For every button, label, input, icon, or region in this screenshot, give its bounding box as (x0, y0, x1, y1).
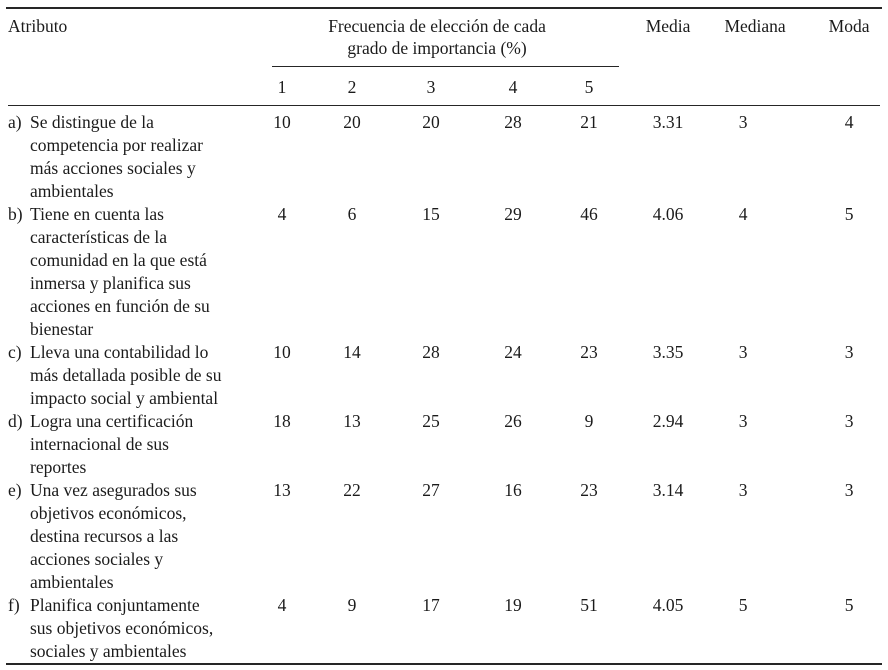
freq-4-value: 16 (504, 480, 522, 500)
attribute-prefix: a) (8, 112, 22, 132)
media-value: 3.35 (652, 342, 684, 362)
freq-2-value: 13 (343, 411, 361, 431)
table-sheet: Atributo Frecuencia de elección de cada … (6, 7, 882, 665)
freq-4-value: 24 (504, 342, 522, 362)
attribute-prefix: e) (8, 480, 22, 500)
mediana-value: 4 (738, 204, 748, 224)
column-header-media: Media (624, 9, 713, 106)
column-header-atributo: Atributo (8, 9, 250, 106)
freq-1-value: 18 (273, 411, 291, 431)
freq-4-value: 28 (504, 112, 522, 132)
freq-4-value: 19 (504, 595, 522, 615)
mediana-value: 3 (738, 342, 748, 362)
attribute-label: e) Una vez asegurados sus objetivos econ… (8, 479, 250, 594)
moda-value: 5 (844, 204, 854, 224)
attribute-label: d) Logra una certificación internacional… (8, 410, 250, 479)
attribute-prefix: b) (8, 204, 23, 224)
moda-value: 3 (844, 480, 854, 500)
table-row-b: b) Tiene en cuenta las características d… (8, 203, 880, 341)
freq-5-value: 21 (580, 112, 598, 132)
mediana-value: 3 (738, 480, 748, 500)
column-header-moda: Moda (798, 9, 881, 106)
media-value: 2.94 (652, 411, 684, 431)
attribute-prefix: c) (8, 342, 22, 362)
freq-1-value: 13 (273, 480, 291, 500)
table-row-f: f) Planifica conjuntamente sus objetivos… (8, 594, 880, 663)
attribute-label: a) Se distingue de la competencia por re… (8, 111, 250, 203)
freq-3-value: 17 (422, 595, 440, 615)
moda-value: 5 (844, 595, 854, 615)
importance-frequency-table: Atributo Frecuencia de elección de cada … (8, 9, 881, 664)
freq-5-value: 23 (580, 342, 598, 362)
attribute-text: Una vez asegurados sus objetivos económi… (30, 480, 197, 592)
moda-value: 4 (844, 112, 854, 132)
freq-3-value: 27 (422, 480, 440, 500)
moda-value: 3 (844, 342, 854, 362)
column-header-mediana: Mediana (712, 9, 799, 106)
freq-3-value: 28 (422, 342, 440, 362)
freq-1-value: 4 (277, 204, 287, 224)
table-body: a) Se distingue de la competencia por re… (8, 106, 880, 664)
grade-column-header-5: 5 (554, 67, 625, 106)
freq-4-value: 29 (504, 204, 522, 224)
media-value: 4.06 (652, 204, 684, 224)
attribute-label: b) Tiene en cuenta las características d… (8, 203, 250, 341)
freq-5-value: 23 (580, 480, 598, 500)
attribute-text: Planifica conjuntamente sus objetivos ec… (30, 595, 214, 661)
group-header-text: Frecuencia de elección de cada grado de … (328, 16, 546, 58)
attribute-text: Se distingue de la competencia por reali… (30, 112, 203, 201)
table-header-row-1: Atributo Frecuencia de elección de cada … (8, 9, 881, 106)
freq-2-value: 22 (343, 480, 361, 500)
table-header-row-grades: 1 2 3 4 5 (8, 67, 880, 106)
media-value: 3.14 (652, 480, 684, 500)
moda-value: 3 (844, 411, 854, 431)
group-header-underline (272, 66, 620, 67)
mediana-value: 3 (738, 411, 748, 431)
freq-4-value: 26 (504, 411, 522, 431)
freq-2-value: 6 (347, 204, 357, 224)
freq-1-value: 10 (273, 112, 291, 132)
freq-5-value: 46 (580, 204, 598, 224)
grade-column-header-4: 4 (472, 67, 554, 106)
freq-3-value: 25 (422, 411, 440, 431)
attribute-prefix: f) (8, 595, 20, 615)
freq-1-value: 4 (277, 595, 287, 615)
media-value: 4.05 (652, 595, 684, 615)
attribute-label: c) Lleva una contabilidad lo más detalla… (8, 341, 250, 410)
table-row-c: c) Lleva una contabilidad lo más detalla… (8, 341, 880, 410)
grade-column-header-2: 2 (314, 67, 390, 106)
table-row-d: d) Logra una certificación internacional… (8, 410, 880, 479)
grade-column-header-3: 3 (390, 67, 472, 106)
mediana-value: 3 (738, 112, 748, 132)
table-header: Atributo Frecuencia de elección de cada … (8, 9, 881, 106)
attribute-prefix: d) (8, 411, 23, 431)
attribute-text: Logra una certificación internacional de… (30, 411, 194, 477)
table-row-a: a) Se distingue de la competencia por re… (8, 106, 880, 204)
freq-3-value: 15 (422, 204, 440, 224)
attribute-label: f) Planifica conjuntamente sus objetivos… (8, 594, 250, 663)
freq-5-value: 9 (584, 411, 594, 431)
column-group-header-frecuencia: Frecuencia de elección de cada grado de … (250, 9, 624, 67)
freq-2-value: 20 (343, 112, 361, 132)
attribute-text: Lleva una contabilidad lo más detallada … (30, 342, 222, 408)
freq-3-value: 20 (422, 112, 440, 132)
freq-5-value: 51 (580, 595, 598, 615)
freq-2-value: 9 (347, 595, 357, 615)
table-row-e: e) Una vez asegurados sus objetivos econ… (8, 479, 880, 594)
grade-column-header-1: 1 (250, 67, 314, 106)
mediana-value: 5 (738, 595, 748, 615)
freq-1-value: 10 (273, 342, 291, 362)
freq-2-value: 14 (343, 342, 361, 362)
media-value: 3.31 (652, 112, 684, 132)
attribute-text: Tiene en cuenta las características de l… (30, 204, 210, 339)
